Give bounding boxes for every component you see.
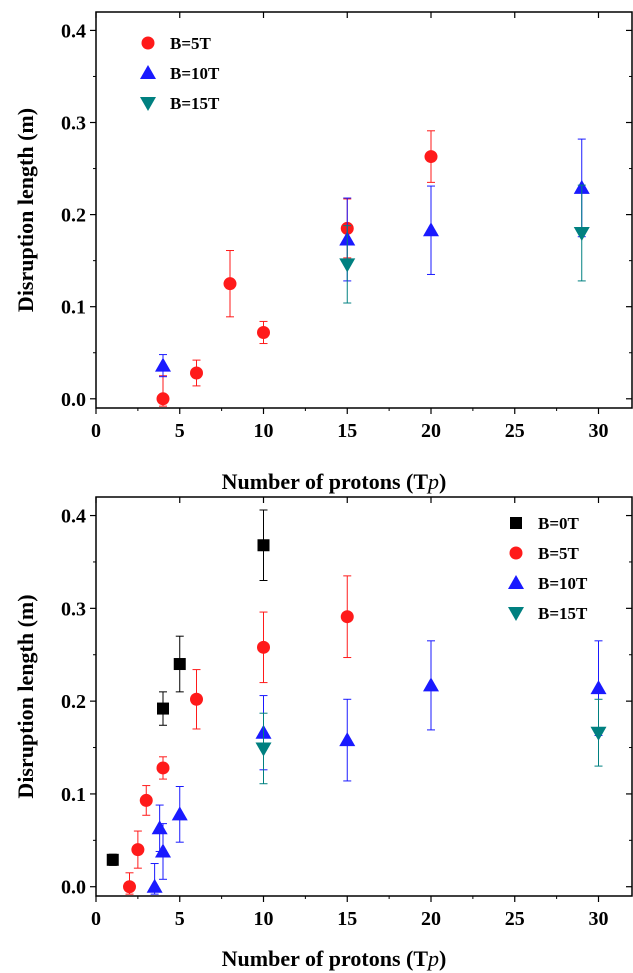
legend-marker bbox=[510, 517, 522, 529]
x-axis-title: Number of protons (Tp) bbox=[222, 946, 447, 971]
x-axis-title: Number of protons (Tp) bbox=[222, 469, 447, 494]
legend-marker bbox=[509, 546, 523, 560]
legend-label: B=10T bbox=[170, 64, 220, 83]
y-axis-title: Disruption length (m) bbox=[13, 108, 38, 312]
data-point bbox=[423, 222, 439, 237]
data-point bbox=[156, 392, 170, 406]
series-B=5T bbox=[123, 575, 354, 895]
y-tick-label: 0.2 bbox=[61, 205, 86, 227]
data-point bbox=[223, 277, 237, 291]
x-tick-label: 10 bbox=[254, 908, 274, 930]
x-tick-label: 15 bbox=[337, 908, 357, 930]
y-tick-label: 0.1 bbox=[61, 297, 86, 319]
plot-frame bbox=[95, 11, 633, 409]
legend-marker bbox=[508, 607, 524, 621]
x-tick-label: 20 bbox=[421, 908, 441, 930]
data-point bbox=[123, 880, 136, 894]
data-point bbox=[155, 357, 171, 372]
series-B=10T bbox=[155, 138, 590, 378]
data-point bbox=[171, 806, 188, 821]
y-tick-label: 0.3 bbox=[61, 113, 86, 135]
data-point bbox=[139, 793, 153, 807]
x-tick-label: 5 bbox=[175, 420, 185, 442]
y-axis-title: Disruption length (m) bbox=[13, 594, 38, 798]
legend-marker bbox=[141, 36, 155, 50]
bottom-panel: 0 5 10 15 20 25 30 0.0 0.1 0.2 0.3 0.4 Number of pro… bbox=[13, 496, 633, 971]
series-B=10T bbox=[146, 640, 607, 895]
data-point bbox=[255, 742, 272, 757]
y-tick-label: 0.4 bbox=[61, 506, 86, 528]
data-point bbox=[590, 726, 607, 741]
y-tick-label: 0.3 bbox=[61, 598, 86, 620]
x-tick-label: 15 bbox=[337, 420, 357, 442]
series-B=15T bbox=[255, 698, 607, 785]
data-point bbox=[106, 853, 119, 866]
data-point bbox=[146, 878, 163, 893]
x-tick-label: 30 bbox=[589, 908, 609, 930]
data-point bbox=[257, 325, 270, 339]
x-tick-label: 30 bbox=[589, 420, 609, 442]
x-tick-label: 0 bbox=[91, 420, 101, 442]
data-point bbox=[257, 539, 270, 552]
data-point bbox=[157, 702, 169, 715]
legend-marker bbox=[508, 575, 524, 589]
data-point bbox=[156, 761, 170, 775]
top-panel: 0 5 10 15 20 25 30 0.0 0.1 0.2 0.3 0.4 Number of pro… bbox=[13, 11, 633, 494]
data-point bbox=[151, 820, 168, 835]
y-tick-label: 0.0 bbox=[61, 389, 86, 411]
x-tick-label: 25 bbox=[505, 420, 525, 442]
legend-label: B=10T bbox=[538, 574, 588, 593]
data-point bbox=[340, 610, 354, 624]
x-tick-label: 10 bbox=[254, 420, 274, 442]
data-point bbox=[590, 680, 607, 695]
series-B=0T bbox=[106, 509, 270, 866]
data-point bbox=[173, 658, 186, 671]
x-tick-label: 20 bbox=[421, 420, 441, 442]
series-B=5T bbox=[156, 130, 438, 407]
series-B=15T bbox=[339, 184, 590, 304]
y-tick-label: 0.4 bbox=[61, 20, 86, 42]
data-point bbox=[573, 227, 590, 242]
data-point bbox=[423, 677, 439, 692]
data-point bbox=[190, 366, 203, 380]
y-tick-label: 0.1 bbox=[61, 784, 86, 806]
data-point bbox=[339, 732, 356, 747]
data-point bbox=[131, 843, 145, 857]
legend-label: B=15T bbox=[170, 94, 220, 113]
data-point bbox=[190, 692, 203, 706]
x-tick-label: 5 bbox=[175, 908, 185, 930]
legend-label: B=5T bbox=[170, 34, 212, 53]
legend-label: B=5T bbox=[538, 544, 580, 563]
legend-marker bbox=[140, 97, 156, 111]
data-point bbox=[155, 843, 171, 858]
data-point bbox=[257, 640, 270, 654]
data-point bbox=[424, 150, 438, 164]
plot-frame bbox=[95, 496, 633, 897]
x-tick-label: 0 bbox=[91, 908, 101, 930]
legend-label: B=0T bbox=[538, 514, 580, 533]
x-tick-label: 25 bbox=[505, 908, 525, 930]
legend-label: B=15T bbox=[538, 604, 588, 623]
y-tick-label: 0.2 bbox=[61, 691, 86, 713]
y-tick-label: 0.0 bbox=[61, 877, 86, 899]
data-point bbox=[339, 258, 356, 273]
legend-marker bbox=[140, 65, 156, 79]
